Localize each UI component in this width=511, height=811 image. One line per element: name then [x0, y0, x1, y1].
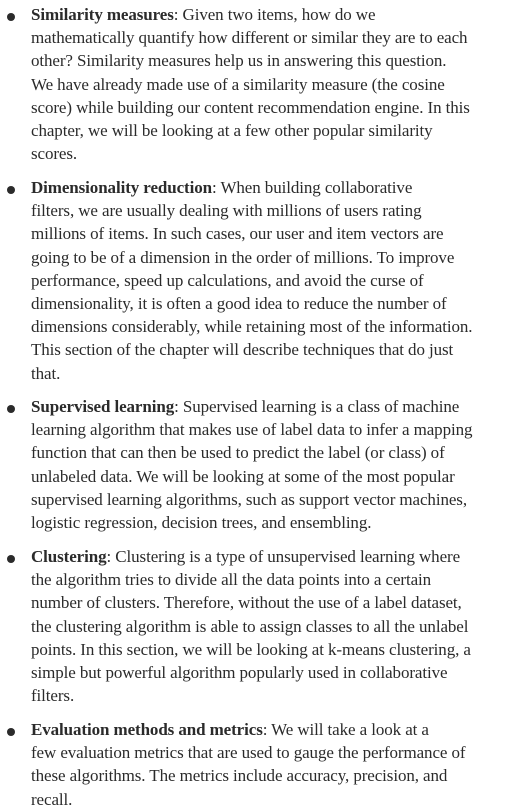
text-line: millions of items. In such cases, our us… [31, 224, 444, 244]
text-line: dimensionality, it is often a good idea … [31, 294, 447, 314]
list-item-term: Clustering [31, 547, 107, 566]
text-line: filters. [31, 686, 75, 706]
text-line: going to be of a dimension in the order … [31, 247, 455, 267]
text-fragment: : Clustering is a type of unsupervised l… [106, 547, 461, 566]
text-line: the algorithm tries to divide all the da… [31, 570, 432, 590]
text-line: chapter, we will be looking at a few oth… [31, 121, 433, 141]
list-item-term: Dimensionality reduction [31, 178, 212, 197]
text-line: supervised learning algorithms, such as … [31, 489, 467, 509]
text-fragment: : When building collaborative [212, 178, 413, 197]
text-fragment: : Given two items, how do we [173, 5, 376, 24]
text-line: Supervised learning: Supervised learning… [31, 395, 503, 418]
text-line: Evaluation methods and metrics: We will … [31, 718, 503, 741]
list-item-text: Supervised learning: Supervised learning… [31, 395, 503, 534]
bullet-marker [7, 405, 15, 413]
text-line: scores. [31, 144, 78, 164]
text-line: unlabeled data. We will be looking at so… [31, 466, 455, 486]
list-item-term: Similarity measures [31, 5, 174, 24]
bullet-marker [7, 13, 15, 21]
text-line: Clustering: Clustering is a type of unsu… [31, 545, 503, 568]
text-line: filters, we are usually dealing with mil… [31, 201, 422, 221]
list-item-text: Clustering: Clustering is a type of unsu… [31, 545, 503, 707]
text-line: simple but powerful algorithm popularly … [31, 663, 448, 683]
text-line: number of clusters. Therefore, without t… [31, 593, 462, 613]
list-item-term: Supervised learning [31, 397, 175, 416]
text-line: performance, speed up calculations, and … [31, 270, 424, 290]
text-line: function that can then be used to predic… [31, 443, 445, 463]
text-line: This section of the chapter will describ… [31, 340, 454, 360]
text-line: mathematically quantify how different or… [31, 28, 468, 48]
text-line: other? Similarity measures help us in an… [31, 51, 447, 71]
text-fragment: : Supervised learning is a class of mach… [174, 397, 460, 416]
list-item-term: Evaluation methods and metrics [31, 720, 263, 739]
list-item-text: Similarity measures: Given two items, ho… [31, 3, 503, 165]
text-line: that. [31, 363, 61, 383]
text-line: We have already made use of a similarity… [31, 74, 445, 94]
text-line: these algorithms. The metrics include ac… [31, 766, 448, 786]
text-line: Dimensionality reduction: When building … [31, 176, 503, 199]
list-item-text: Evaluation methods and metrics: We will … [31, 718, 503, 811]
text-line: points. In this section, we will be look… [31, 639, 471, 659]
bullet-marker [7, 555, 15, 563]
bullet-marker [7, 186, 15, 194]
text-line: the clustering algorithm is able to assi… [31, 616, 469, 636]
text-line: score) while building our content recomm… [31, 97, 470, 117]
list-item-text: Dimensionality reduction: When building … [31, 176, 503, 385]
text-line: logistic regression, decision trees, and… [31, 513, 372, 533]
text-line: few evaluation metrics that are used to … [31, 743, 466, 763]
text-fragment: : We will take a look at a [262, 720, 429, 739]
text-line: dimensions considerably, while retaining… [31, 317, 473, 337]
bullet-marker [7, 728, 15, 736]
text-line: recall. [31, 789, 73, 809]
text-line: Similarity measures: Given two items, ho… [31, 3, 503, 26]
text-line: learning algorithm that makes use of lab… [31, 420, 473, 440]
